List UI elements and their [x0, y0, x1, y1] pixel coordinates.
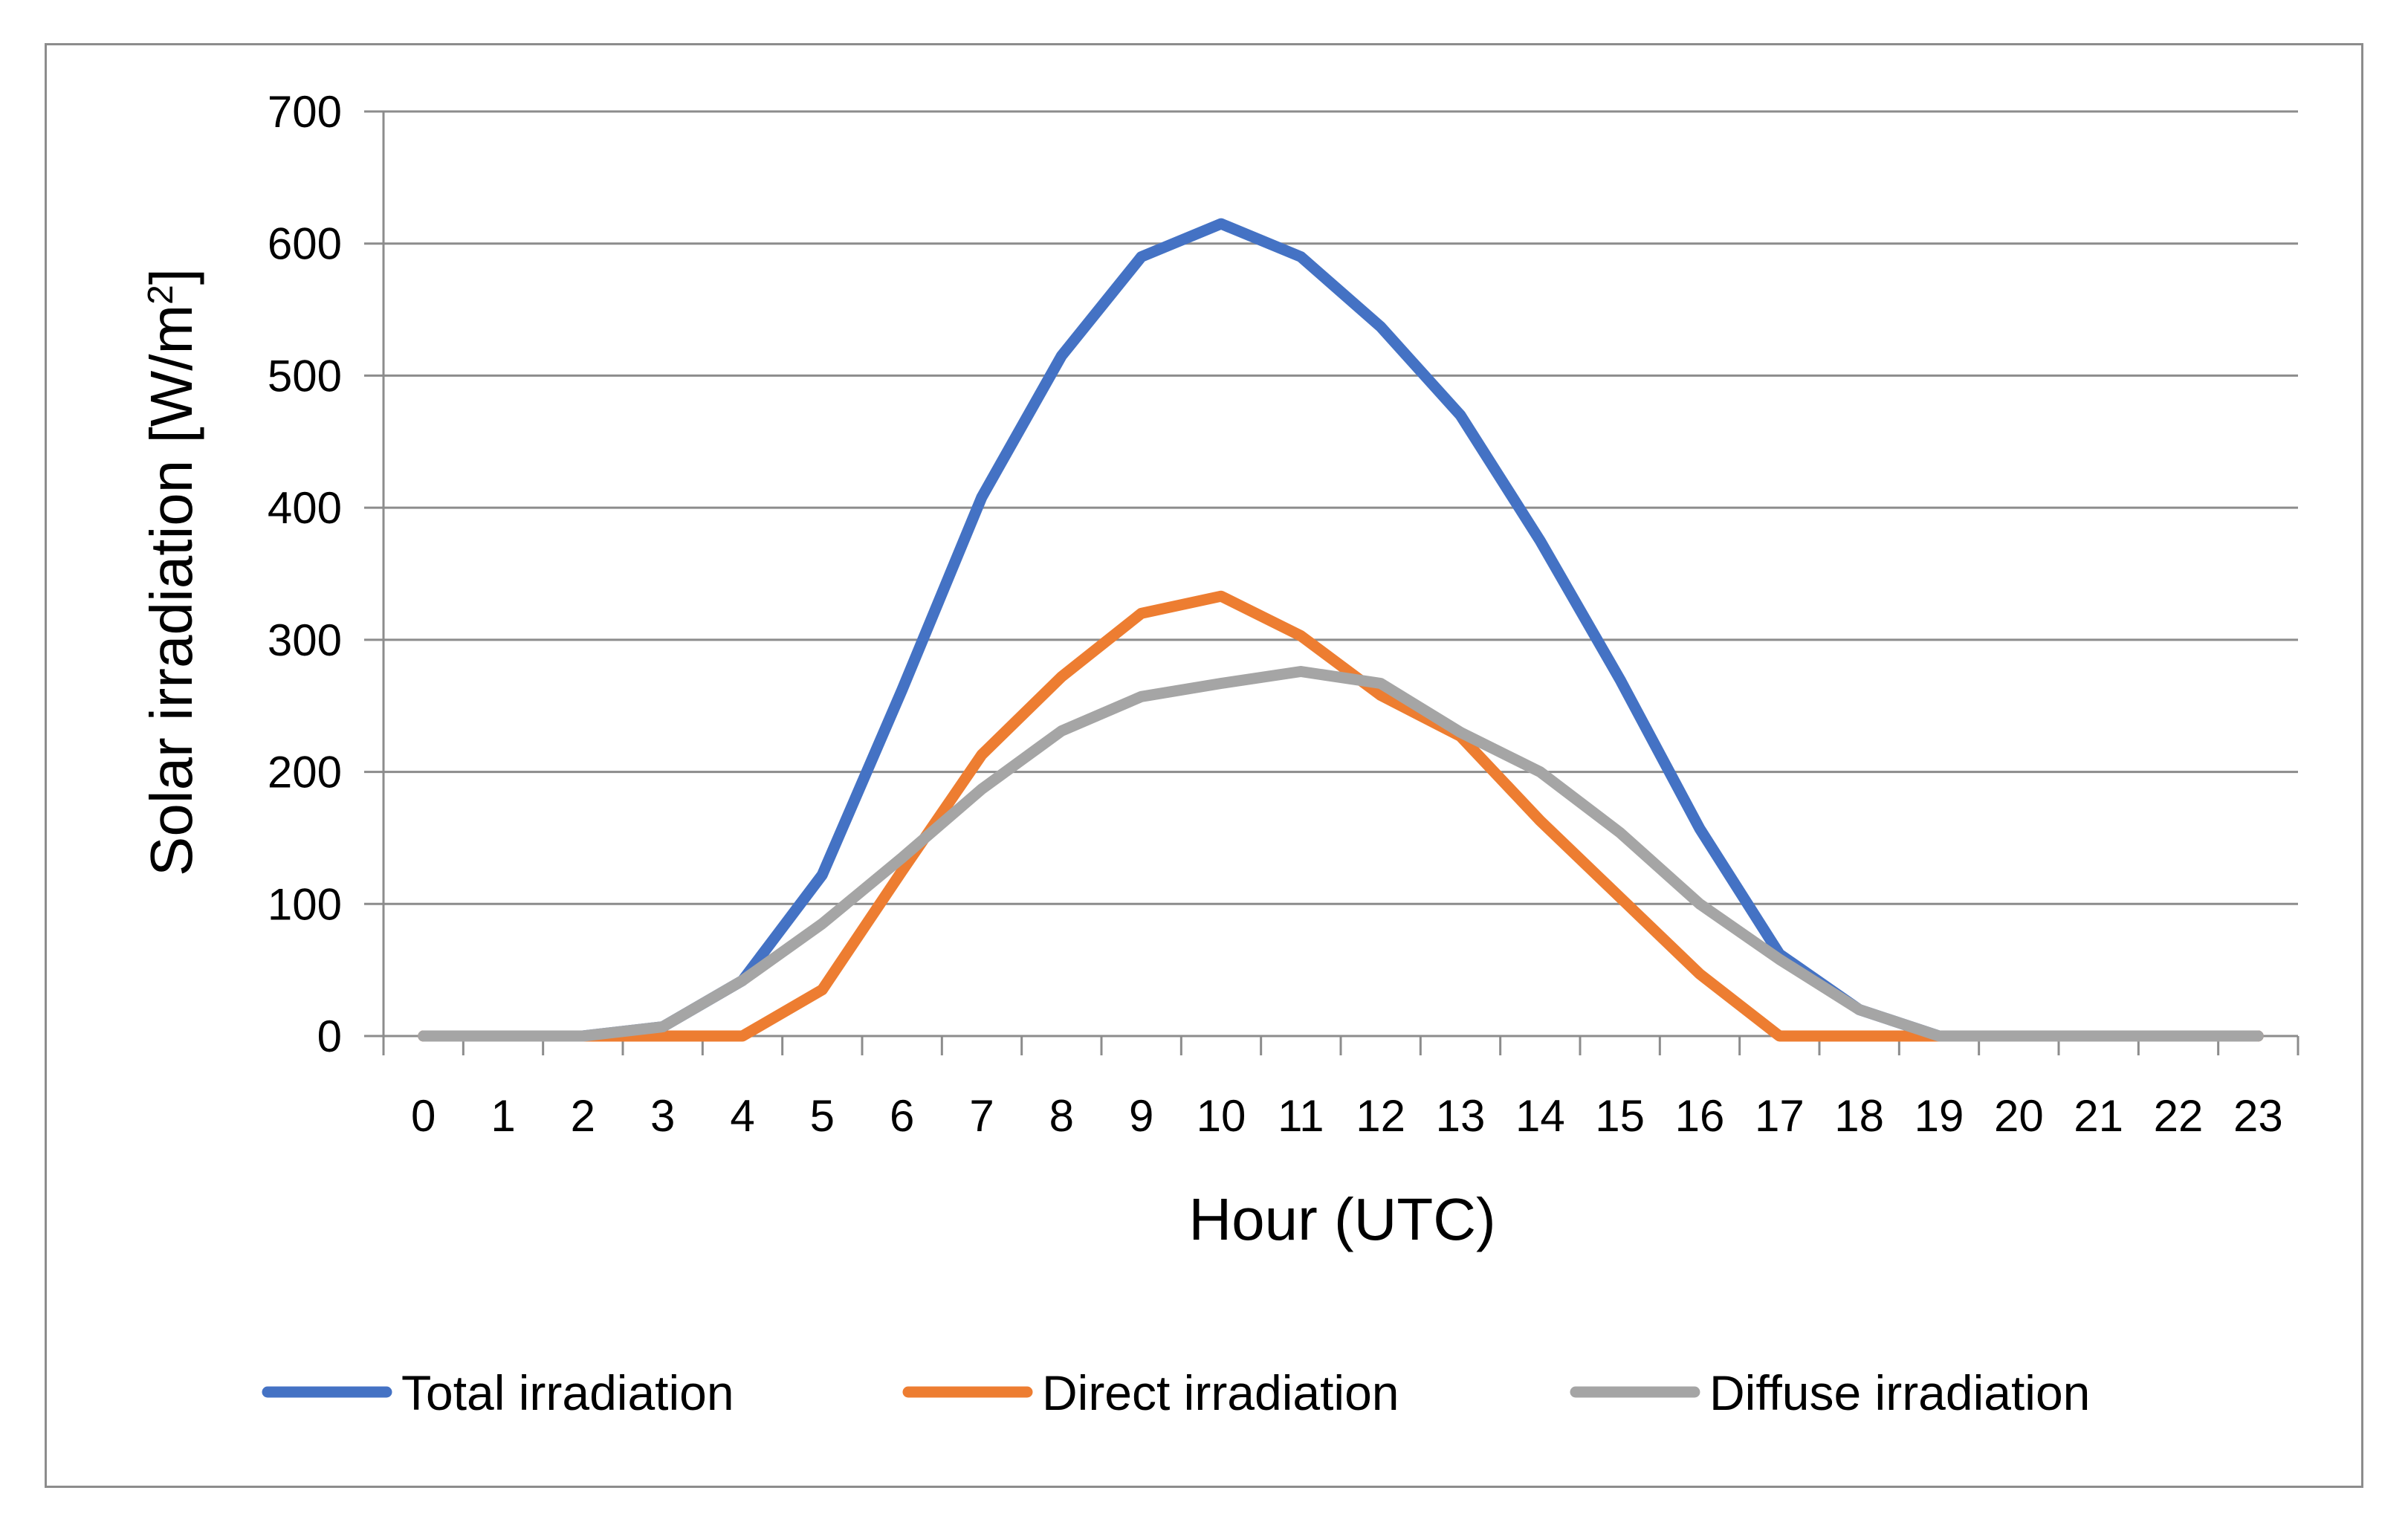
- x-tick-label-8: 8: [1049, 1091, 1074, 1141]
- x-tick-label-11: 11: [1278, 1091, 1324, 1141]
- gridlines: [383, 110, 2298, 905]
- axes: [382, 111, 2298, 1038]
- y-axis-title-main: Solar irradiation [W/m: [138, 305, 204, 876]
- y-tick-label-400: 400: [268, 483, 342, 533]
- series-lines: [418, 218, 2264, 1042]
- y-axis-title-end: ]: [138, 268, 204, 285]
- x-tick-label-6: 6: [890, 1091, 914, 1141]
- legend-label-1: Total irradiation: [401, 1365, 734, 1420]
- y-tick-label-100: 100: [268, 879, 342, 929]
- x-tick-label-4: 4: [730, 1091, 754, 1141]
- series-line-2: [418, 590, 2264, 1042]
- x-tick-label-21: 21: [2074, 1091, 2123, 1141]
- x-tick-label-12: 12: [1356, 1091, 1405, 1141]
- y-tick-label-200: 200: [268, 748, 342, 797]
- series-line-1: [418, 218, 2264, 1042]
- x-tick-label-17: 17: [1755, 1091, 1805, 1141]
- x-tick-label-22: 22: [2154, 1091, 2204, 1141]
- x-axis-title: Hour (UTC): [1188, 1186, 1495, 1252]
- y-tick-labels: 0 100 200 300 400 500 600 700: [268, 87, 383, 1061]
- x-tick-label-3: 3: [650, 1091, 675, 1141]
- x-tick-label-15: 15: [1595, 1091, 1645, 1141]
- x-tick-label-0: 0: [411, 1091, 436, 1141]
- x-tick-label-1: 1: [491, 1091, 515, 1141]
- x-tick-label-14: 14: [1515, 1091, 1565, 1141]
- legend-label-3: Diffuse irradiation: [1709, 1365, 2090, 1420]
- legend-label-2: Direct irradiation: [1042, 1365, 1399, 1420]
- x-tick-label-18: 18: [1834, 1091, 1884, 1141]
- x-tick-labels: 0 1 2 3 4 5 6 7 8 9 10 11 12 13 14 15 16 17 18 19 20 21 22 23: [382, 1036, 2299, 1141]
- y-tick-label-500: 500: [268, 351, 342, 401]
- y-axis-title: Solar irradiation [W/m2]: [138, 268, 204, 876]
- x-tick-label-19: 19: [1915, 1091, 1964, 1141]
- x-tick-label-16: 16: [1675, 1091, 1725, 1141]
- y-tick-label-0: 0: [317, 1012, 342, 1061]
- x-tick-label-9: 9: [1129, 1091, 1153, 1141]
- y-axis-title-superscript: 2: [141, 285, 181, 305]
- x-tick-label-13: 13: [1436, 1091, 1486, 1141]
- x-tick-label-5: 5: [810, 1091, 835, 1141]
- legend: Total irradiation Direct irradiation Diffu…: [262, 1365, 2090, 1420]
- x-tick-label-10: 10: [1197, 1091, 1246, 1141]
- y-tick-label-700: 700: [268, 87, 342, 137]
- series-line-3: [418, 666, 2264, 1042]
- x-tick-label-20: 20: [1994, 1091, 2044, 1141]
- y-tick-label-300: 300: [268, 615, 342, 665]
- chart-frame: [45, 43, 2363, 1488]
- x-tick-label-2: 2: [571, 1091, 595, 1141]
- x-tick-label-23: 23: [2233, 1091, 2283, 1141]
- y-tick-label-600: 600: [268, 219, 342, 269]
- x-tick-label-7: 7: [969, 1091, 994, 1141]
